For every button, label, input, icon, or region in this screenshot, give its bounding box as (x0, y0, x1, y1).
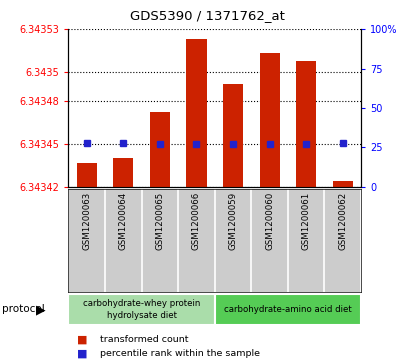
Text: GSM1200066: GSM1200066 (192, 192, 201, 250)
Bar (223, 83, 243, 187)
Text: carbohydrate-whey protein
hydrolysate diet: carbohydrate-whey protein hydrolysate di… (83, 299, 200, 319)
Text: GDS5390 / 1371762_at: GDS5390 / 1371762_at (130, 9, 285, 22)
Text: ▶: ▶ (36, 303, 46, 316)
Text: GSM1200063: GSM1200063 (82, 192, 91, 250)
Text: GSM1200060: GSM1200060 (265, 192, 274, 250)
FancyBboxPatch shape (68, 294, 215, 325)
Text: GSM1200061: GSM1200061 (302, 192, 311, 250)
Bar (186, 39, 207, 187)
Text: GSM1200059: GSM1200059 (229, 192, 237, 250)
Bar (333, 181, 353, 187)
Text: carbohydrate-amino acid diet: carbohydrate-amino acid diet (224, 305, 352, 314)
Text: ■: ■ (77, 334, 87, 344)
Text: transformed count: transformed count (100, 335, 188, 344)
Text: GSM1200062: GSM1200062 (338, 192, 347, 250)
FancyBboxPatch shape (215, 294, 361, 325)
Text: GSM1200064: GSM1200064 (119, 192, 128, 250)
Text: percentile rank within the sample: percentile rank within the sample (100, 350, 260, 358)
Bar (296, 61, 316, 187)
Bar (150, 112, 170, 187)
Bar (77, 163, 97, 187)
Bar (259, 53, 280, 187)
Bar (113, 158, 133, 187)
Text: ■: ■ (77, 349, 87, 359)
Text: GSM1200065: GSM1200065 (155, 192, 164, 250)
Text: protocol: protocol (2, 305, 45, 314)
